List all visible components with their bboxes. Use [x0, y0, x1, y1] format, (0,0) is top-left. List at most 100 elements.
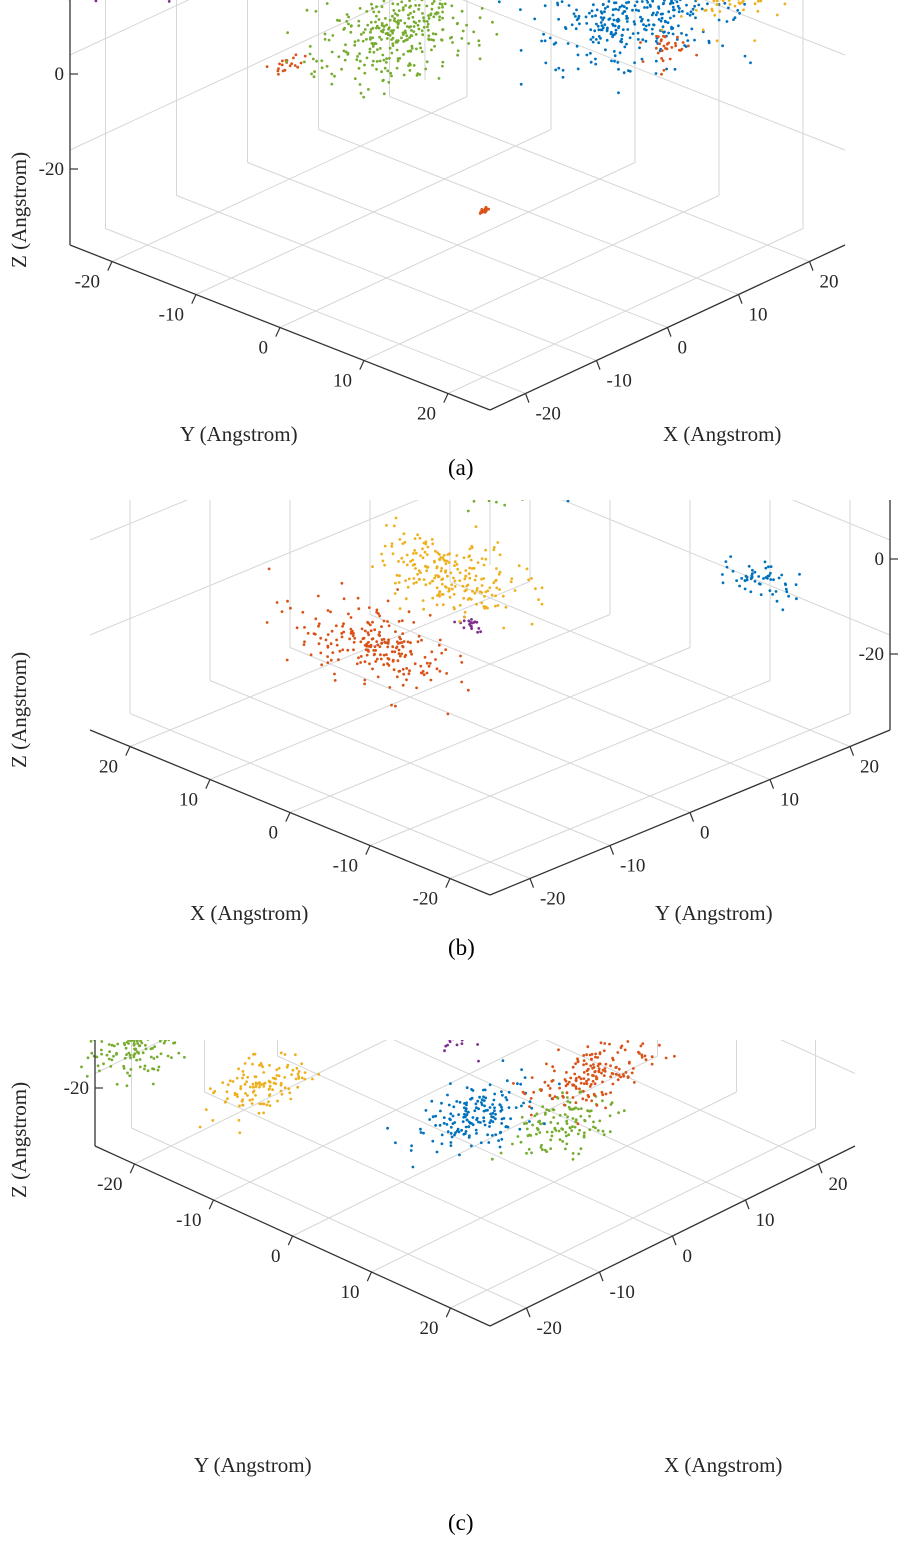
data-point [310, 73, 313, 76]
data-point [378, 18, 381, 21]
data-point [765, 576, 768, 579]
data-point [333, 75, 336, 78]
data-point [415, 581, 418, 584]
data-point [397, 19, 400, 22]
data-point [320, 59, 323, 62]
data-point [350, 616, 353, 619]
data-point [612, 1083, 615, 1086]
data-point [476, 631, 479, 634]
data-point [544, 39, 547, 42]
data-point [785, 590, 788, 593]
data-point [549, 1147, 552, 1150]
data-point [376, 48, 379, 51]
data-point [136, 1042, 139, 1045]
data-point [372, 11, 375, 14]
data-point [521, 1116, 524, 1119]
data-point [385, 653, 388, 656]
data-point [547, 1084, 550, 1087]
data-point [544, 1112, 547, 1115]
data-point [673, 15, 676, 18]
data-point [621, 12, 624, 15]
data-point [610, 31, 613, 34]
data-point [385, 24, 388, 27]
data-point [551, 1135, 554, 1138]
data-point [645, 40, 648, 43]
data-point [292, 57, 295, 60]
data-point [436, 551, 439, 554]
data-point [577, 54, 580, 57]
data-point [276, 1100, 279, 1103]
data-point [477, 1121, 480, 1124]
tick-mark [810, 262, 814, 271]
data-point [391, 542, 394, 545]
data-point [404, 30, 407, 33]
data-point [685, 4, 688, 7]
data-point [396, 588, 399, 591]
data-point [664, 36, 667, 39]
data-point [407, 641, 410, 644]
data-point [331, 651, 334, 654]
data-point [557, 1097, 560, 1100]
data-point [683, 44, 686, 47]
data-point [473, 592, 476, 595]
data-point [130, 1068, 133, 1071]
y-tick-label: 10 [780, 790, 799, 811]
data-point [481, 7, 484, 10]
gridline [424, 1040, 819, 1164]
data-point [374, 21, 377, 24]
data-point [95, 0, 98, 2]
data-point [421, 50, 424, 53]
data-point [477, 1107, 480, 1110]
data-point [464, 569, 467, 572]
data-point [359, 661, 362, 664]
data-point [660, 57, 663, 60]
data-point [370, 21, 373, 24]
data-point [127, 1052, 130, 1055]
data-point [303, 61, 306, 64]
data-point [680, 15, 683, 18]
data-point [601, 18, 604, 21]
data-point [244, 1092, 247, 1095]
data-point [426, 553, 429, 556]
data-point [157, 1069, 160, 1072]
data-point [530, 1151, 533, 1154]
tick-mark [276, 328, 280, 337]
data-point [468, 572, 471, 575]
data-point [530, 577, 533, 580]
data-point [540, 40, 543, 43]
data-point [244, 1083, 247, 1086]
data-point [458, 1154, 461, 1157]
data-point [363, 679, 366, 682]
data-point [631, 1072, 634, 1075]
data-point [637, 9, 640, 12]
data-point [564, 1148, 567, 1151]
data-point [296, 1086, 299, 1089]
data-point [477, 627, 480, 630]
data-point [424, 656, 427, 659]
data-point [754, 580, 757, 583]
data-point [446, 575, 449, 578]
data-point [371, 36, 374, 39]
data-point [226, 1090, 229, 1093]
data-point [100, 1049, 103, 1052]
data-point [572, 1096, 575, 1099]
data-point [588, 1128, 591, 1131]
data-point [335, 639, 338, 642]
data-point [594, 1082, 597, 1085]
data-point [371, 565, 374, 568]
data-point [589, 52, 592, 55]
data-point [470, 598, 473, 601]
data-point [456, 54, 459, 57]
x-tick-label: -10 [607, 371, 632, 392]
data-point [281, 610, 284, 613]
data-point [559, 1138, 562, 1141]
data-point [473, 1109, 476, 1112]
data-point [620, 41, 623, 44]
data-point [495, 567, 498, 570]
data-point [455, 554, 458, 557]
data-point [609, 1114, 612, 1117]
data-point [452, 1105, 455, 1108]
data-point [462, 597, 465, 600]
data-point [436, 604, 439, 607]
data-point [421, 0, 424, 1]
